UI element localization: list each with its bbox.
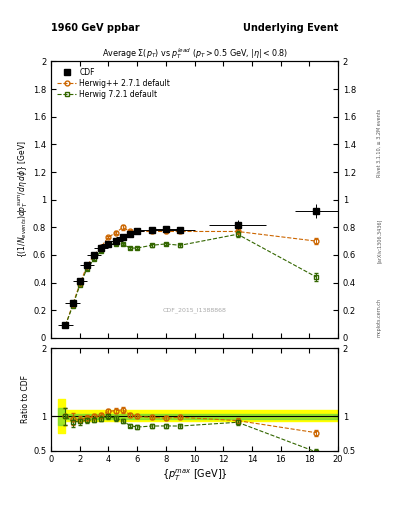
X-axis label: $\{p_T^{max}$ [GeV]$\}$: $\{p_T^{max}$ [GeV]$\}$: [162, 467, 228, 483]
Text: Rivet 3.1.10, ≥ 3.2M events: Rivet 3.1.10, ≥ 3.2M events: [377, 109, 382, 178]
Title: Average $\Sigma(p_T)$ vs $p_T^{lead}$ ($p_T > 0.5$ GeV, $|\eta| < 0.8$): Average $\Sigma(p_T)$ vs $p_T^{lead}$ ($…: [101, 47, 288, 61]
Legend: CDF, Herwig++ 2.7.1 default, Herwig 7.2.1 default: CDF, Herwig++ 2.7.1 default, Herwig 7.2.…: [55, 65, 173, 101]
Y-axis label: $\{(1/N_{events}) dp_T^{sum}/d\eta\, d\phi\}$ [GeV]: $\{(1/N_{events}) dp_T^{sum}/d\eta\, d\p…: [17, 141, 30, 259]
Text: CDF_2015_I1388868: CDF_2015_I1388868: [163, 307, 226, 313]
Text: 1960 GeV ppbar: 1960 GeV ppbar: [51, 23, 140, 33]
Text: Underlying Event: Underlying Event: [242, 23, 338, 33]
Y-axis label: Ratio to CDF: Ratio to CDF: [21, 375, 30, 423]
Text: [arXiv:1306.3436]: [arXiv:1306.3436]: [377, 219, 382, 263]
Text: mcplots.cern.ch: mcplots.cern.ch: [377, 298, 382, 337]
